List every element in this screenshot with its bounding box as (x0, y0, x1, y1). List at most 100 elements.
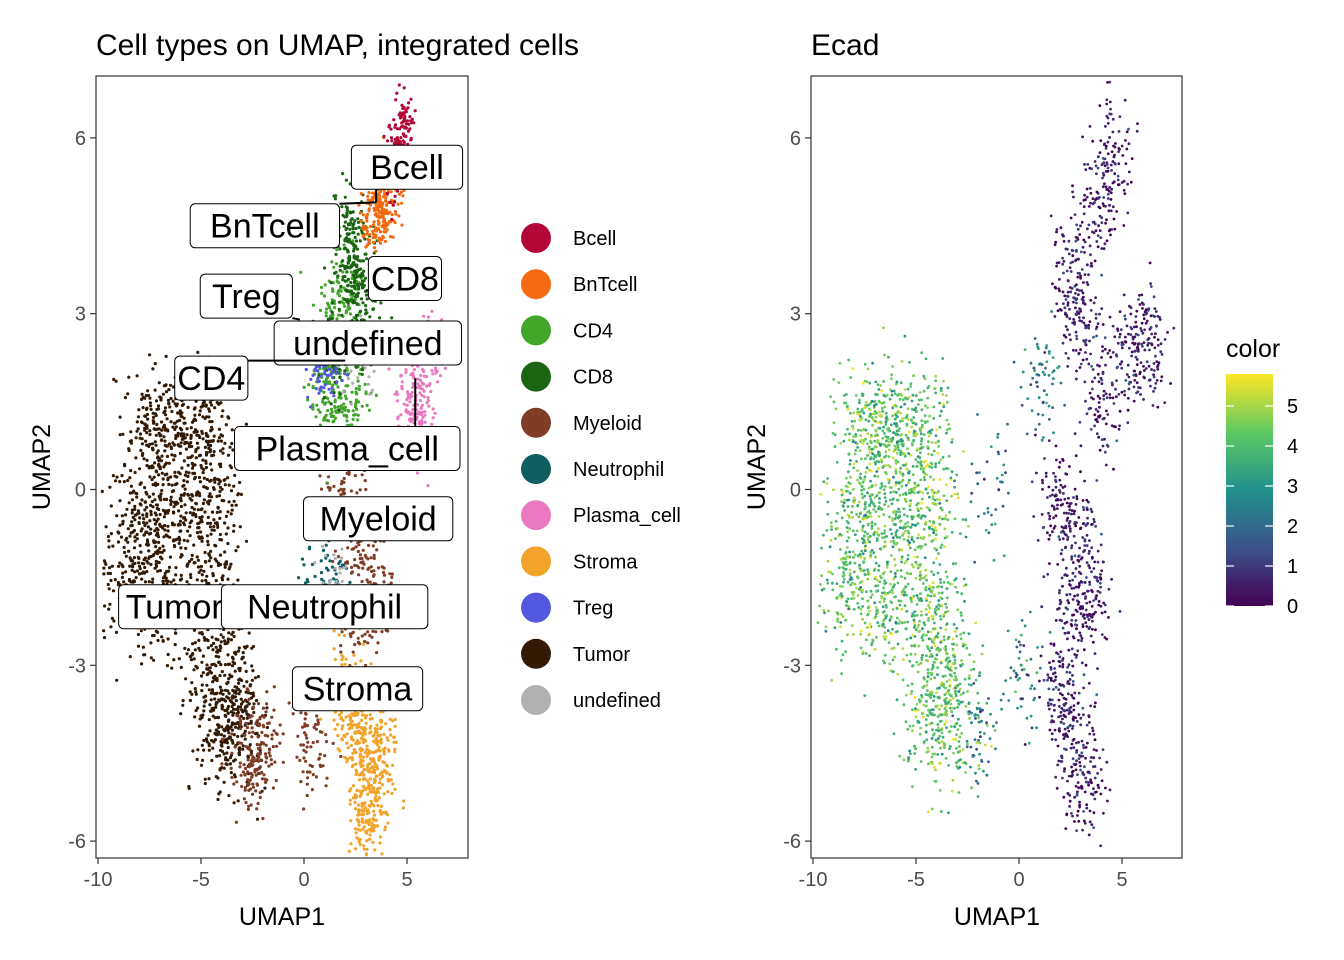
cell-point (221, 574, 225, 578)
cell-point (205, 683, 209, 687)
cell-point (224, 641, 228, 646)
ecad-point (962, 631, 965, 635)
cell-point (213, 476, 217, 480)
ecad-point (945, 720, 948, 724)
cell-point (305, 736, 309, 740)
cell-point (302, 756, 306, 760)
cell-point (216, 439, 220, 443)
ecad-point (938, 414, 942, 418)
cell-point (348, 290, 352, 294)
ecad-point (899, 381, 903, 384)
cell-point (180, 466, 184, 470)
ecad-point (896, 672, 900, 676)
cell-point (208, 669, 212, 673)
cell-point (377, 758, 381, 762)
cell-point (207, 748, 211, 752)
cell-point (386, 738, 390, 742)
ecad-point (859, 434, 862, 437)
cell-point (135, 569, 139, 573)
cell-point (382, 566, 386, 570)
cell-point (140, 662, 144, 666)
cell-point (216, 797, 220, 802)
cell-point (222, 697, 226, 702)
cell-point (398, 116, 403, 120)
cell-point (259, 743, 263, 747)
cell-point (151, 367, 155, 371)
cell-point (342, 264, 346, 268)
cell-point (343, 220, 347, 224)
cell-point (422, 382, 426, 386)
cell-point (354, 750, 358, 755)
cell-point (202, 748, 206, 752)
cell-point (130, 498, 134, 502)
cell-point (311, 373, 315, 377)
legend-swatch (521, 592, 551, 623)
ecad-point (954, 737, 958, 741)
cell-point (363, 716, 367, 720)
cell-point (245, 704, 249, 708)
cell-point (329, 415, 333, 419)
cell-point (364, 304, 368, 308)
ecad-point (837, 381, 841, 385)
cell-point (189, 436, 193, 440)
cell-point (196, 558, 200, 562)
cell-point (375, 730, 379, 734)
cell-point (363, 639, 367, 644)
cell-point (113, 479, 118, 483)
cell-point (429, 389, 433, 394)
cell-point (267, 751, 271, 755)
cell-point (359, 297, 364, 301)
ecad-point (856, 478, 859, 482)
cell-point (136, 644, 141, 648)
cell-point (324, 314, 328, 318)
cell-point (238, 761, 242, 765)
cell-point (262, 715, 266, 719)
cell-point (409, 373, 413, 377)
cell-point (401, 806, 405, 810)
cell-point (174, 425, 178, 429)
cell-point (218, 691, 223, 695)
cell-point (317, 756, 321, 760)
cell-point (139, 448, 143, 452)
cell-point (201, 415, 205, 419)
cell-point (234, 549, 238, 553)
cell-point (173, 454, 177, 458)
cell-point (349, 571, 354, 575)
cell-point (208, 703, 212, 707)
cell-point (163, 509, 167, 513)
ecad-point (945, 418, 949, 422)
ecad-point (949, 710, 953, 713)
cell-point (335, 317, 339, 321)
cell-point (226, 476, 230, 480)
cell-point (219, 663, 223, 667)
cell-point (177, 541, 181, 546)
ecad-point (882, 326, 885, 330)
cell-point (102, 636, 107, 640)
cell-point (190, 653, 194, 657)
cell-point (341, 259, 345, 263)
cell-point (354, 387, 358, 391)
cell-point (361, 259, 366, 263)
cell-point (190, 461, 194, 465)
cell-point (212, 434, 216, 438)
cell-point (165, 417, 169, 421)
cell-point (155, 526, 159, 531)
cell-point (235, 685, 239, 690)
cell-point (232, 484, 236, 488)
cell-point (298, 758, 302, 763)
cell-point (128, 491, 132, 495)
cell-point (344, 397, 348, 401)
cell-point (174, 566, 178, 570)
cell-point (361, 731, 365, 735)
cell-point (404, 368, 408, 372)
cell-point (354, 807, 358, 811)
cell-point (378, 835, 382, 839)
cell-point (338, 749, 342, 753)
cell-point (273, 760, 277, 764)
cell-point (343, 408, 347, 412)
cell-point (311, 386, 315, 390)
cell-point (219, 688, 223, 692)
cell-point (388, 200, 392, 204)
cell-point (159, 420, 164, 424)
cell-point (184, 677, 188, 681)
